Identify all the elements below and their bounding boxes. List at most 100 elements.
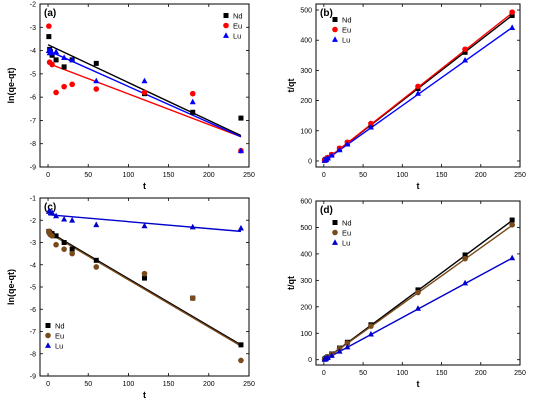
- panel-label: (c): [44, 202, 56, 213]
- data-point-eu: [53, 241, 59, 248]
- data-point-eu: [368, 120, 374, 127]
- y-tick-label: -7: [30, 118, 36, 125]
- y-tick-label: 200: [300, 98, 312, 105]
- data-point-lu: [336, 146, 343, 153]
- x-tick-label: 0: [322, 172, 326, 179]
- y-tick-label: -6: [30, 95, 36, 102]
- y-tick-label: -2: [30, 218, 36, 225]
- data-point-lu: [415, 305, 421, 311]
- data-point-eu: [368, 323, 374, 329]
- data-point-eu: [46, 23, 52, 29]
- data-point-eu: [61, 246, 67, 252]
- data-point-lu: [189, 98, 196, 105]
- data-point-lu: [328, 352, 335, 358]
- data-point-eu: [61, 83, 67, 90]
- legend-marker-nd: [223, 13, 229, 18]
- legend-marker-lu: [45, 342, 51, 348]
- panel-label: (b): [320, 8, 333, 19]
- data-point-lu: [93, 77, 100, 84]
- data-point-eu: [415, 289, 421, 296]
- data-point-eu: [53, 89, 59, 96]
- data-point-lu: [415, 90, 421, 96]
- y-tick-label: -5: [30, 285, 36, 292]
- data-point-eu: [49, 233, 55, 239]
- x-tick-label: 100: [123, 381, 135, 388]
- x-tick-label: 100: [123, 172, 135, 179]
- legend-marker-nd: [45, 323, 51, 328]
- fit-line-eu: [47, 62, 242, 138]
- x-tick-label: 50: [359, 172, 367, 179]
- panel-label: (d): [320, 205, 333, 216]
- data-point-lu: [324, 154, 331, 161]
- y-tick-label: -9: [30, 374, 36, 381]
- data-point-nd: [238, 115, 244, 121]
- data-point-lu: [367, 330, 374, 337]
- data-point-lu: [61, 54, 68, 60]
- data-point-lu: [49, 209, 56, 215]
- y-axis-label: ln(qe-qt): [6, 68, 16, 104]
- chart-panel-a: 0 50 100 150 200 250 -9 -8 -7 -6 -5 -4 -3 -2 t ln(qe-qt…: [6, 2, 255, 192]
- data-point-nd: [53, 57, 59, 63]
- data-point-nd: [69, 246, 75, 252]
- x-tick-label: 0: [322, 370, 326, 377]
- legend-label: Eu: [233, 22, 242, 31]
- legend-label: Nd: [233, 12, 243, 21]
- data-point-lu: [53, 48, 60, 55]
- panel-label: (a): [44, 8, 56, 19]
- y-tick-label: -1: [30, 196, 36, 203]
- legend-label: Lu: [342, 239, 350, 248]
- data-point-lu: [61, 215, 68, 222]
- data-point-lu: [53, 212, 60, 219]
- y-tick-label: -9: [30, 165, 36, 172]
- legend-label: Nd: [342, 16, 352, 25]
- data-point-eu: [189, 90, 196, 97]
- data-point-lu: [344, 343, 351, 350]
- data-point-lu: [336, 348, 343, 354]
- data-point-eu: [415, 83, 421, 90]
- legend-marker-nd: [332, 17, 338, 22]
- x-tick-label: 200: [475, 172, 487, 179]
- data-point-lu: [344, 140, 351, 147]
- y-axis-label: ln(qe-qt): [6, 269, 16, 305]
- y-axis-label: t/qt: [286, 276, 296, 290]
- y-tick-label: -3: [30, 25, 36, 32]
- data-point-lu: [237, 147, 244, 154]
- x-tick-label: 200: [203, 172, 215, 179]
- legend-marker-lu: [223, 32, 229, 38]
- data-point-lu: [328, 152, 335, 158]
- y-tick-label: 300: [300, 68, 312, 75]
- legend-label: Eu: [55, 332, 64, 341]
- legend-marker-eu: [332, 26, 338, 33]
- x-tick-label: 200: [203, 381, 215, 388]
- data-point-lu: [462, 279, 469, 286]
- legend-marker-lu: [332, 239, 338, 245]
- legend-label: Lu: [342, 36, 350, 45]
- data-point-lu: [69, 217, 76, 223]
- y-tick-label: -6: [30, 307, 36, 314]
- legend-marker-lu: [332, 36, 338, 42]
- y-tick-label: -8: [30, 141, 36, 148]
- y-tick-label: -8: [30, 351, 36, 358]
- x-axis-label: t: [417, 379, 420, 389]
- y-tick-label: 0: [308, 158, 312, 165]
- x-tick-label: 50: [359, 370, 367, 377]
- data-point-lu: [509, 254, 516, 261]
- legend-label: Lu: [233, 32, 241, 41]
- fit-line-eu: [47, 231, 242, 347]
- legend-label: Lu: [55, 342, 63, 351]
- data-point-nd: [46, 34, 52, 40]
- data-point-lu: [93, 221, 100, 228]
- y-tick-label: 100: [300, 331, 312, 338]
- y-tick-label: -4: [30, 262, 36, 269]
- legend-label: Nd: [342, 219, 352, 228]
- data-point-lu: [237, 224, 244, 231]
- x-tick-label: 150: [163, 381, 175, 388]
- data-point-eu: [93, 264, 100, 270]
- y-tick-label: 600: [300, 199, 312, 206]
- legend-marker-nd: [332, 220, 338, 225]
- x-tick-label: 250: [243, 172, 255, 179]
- data-point-eu: [462, 46, 468, 53]
- y-tick-label: 400: [300, 251, 312, 258]
- fit-line-nd: [47, 230, 242, 346]
- x-tick-label: 250: [514, 370, 526, 377]
